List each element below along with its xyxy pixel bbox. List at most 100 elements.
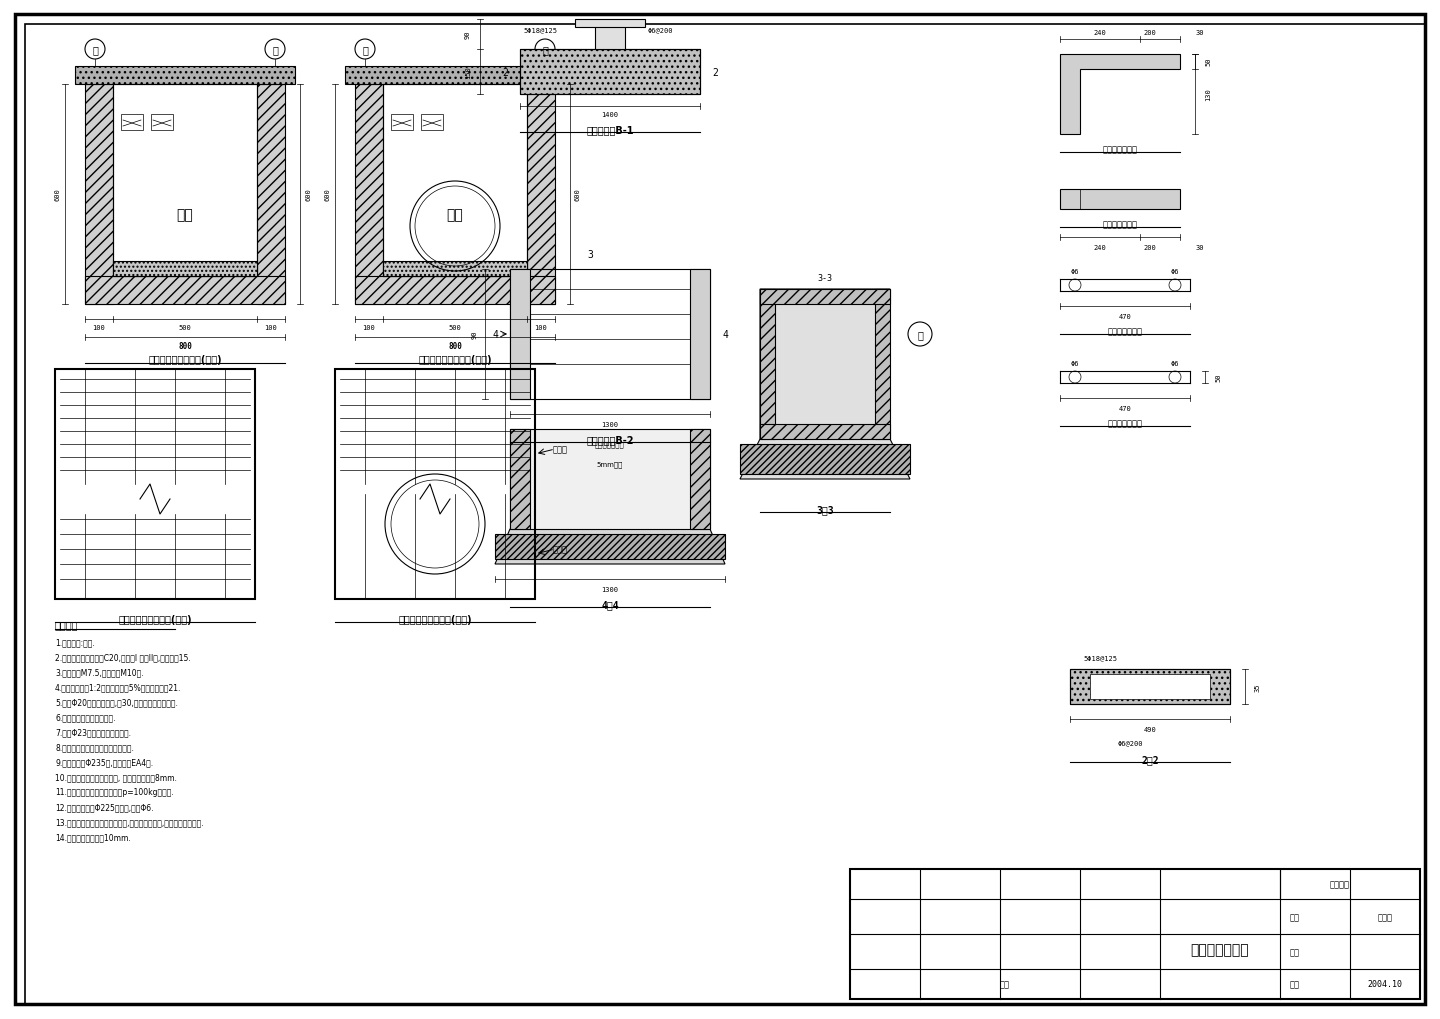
Bar	[775, 305, 876, 425]
Text: 盖板综合管沟断面图(污水): 盖板综合管沟断面图(污水)	[418, 355, 492, 365]
Text: ③: ③	[541, 45, 549, 55]
Text: 9.圆钢板采用Φ235钢,弯曲采用EA4型.: 9.圆钢板采用Φ235钢,弯曲采用EA4型.	[55, 758, 153, 766]
Text: 30: 30	[1195, 30, 1204, 36]
Bar	[575, 20, 645, 28]
Bar	[75, 67, 295, 85]
Bar	[383, 85, 527, 277]
Circle shape	[356, 40, 374, 60]
Text: 600: 600	[55, 189, 60, 201]
Text: 90: 90	[472, 330, 478, 339]
Text: 4: 4	[721, 330, 729, 339]
Text: 2－2: 2－2	[1140, 754, 1159, 764]
Bar	[690, 430, 710, 530]
Text: 2004.10: 2004.10	[1368, 979, 1403, 988]
Text: 600: 600	[575, 189, 580, 201]
Bar	[85, 85, 112, 305]
Bar	[510, 430, 710, 530]
Text: 盖板综合管沟平面图(污水): 盖板综合管沟平面图(污水)	[399, 614, 472, 625]
Text: ①: ①	[92, 45, 98, 55]
Text: 日期: 日期	[1290, 979, 1300, 988]
Text: 500: 500	[449, 325, 461, 331]
Text: ①: ①	[917, 330, 923, 339]
Text: 5.钢筋Φ20采用一段跨接,与30,短钢和其管管管垂直.: 5.钢筋Φ20采用一段跨接,与30,短钢和其管管管垂直.	[55, 698, 179, 707]
Circle shape	[265, 40, 285, 60]
Bar	[510, 430, 530, 530]
Bar	[760, 289, 890, 305]
Text: 水泥混凝土基层: 水泥混凝土基层	[595, 441, 625, 448]
Text: 3: 3	[588, 250, 593, 260]
Text: 100: 100	[534, 325, 547, 331]
Bar	[55, 370, 255, 599]
Bar	[346, 67, 564, 85]
Bar	[740, 444, 910, 475]
Text: 800: 800	[448, 341, 462, 351]
Bar	[510, 270, 710, 399]
Circle shape	[909, 323, 932, 346]
Text: 11.电缆支架的安装满足要求中p=100kg的能量.: 11.电缆支架的安装满足要求中p=100kg的能量.	[55, 788, 174, 797]
Bar	[356, 85, 383, 305]
Bar	[420, 115, 444, 130]
Text: Φ6: Φ6	[1171, 269, 1179, 275]
Text: 盖板综合管沟平面图(雨水): 盖板综合管沟平面图(雨水)	[118, 614, 192, 625]
Text: 综合管沟大样图: 综合管沟大样图	[1191, 943, 1250, 956]
Bar	[1070, 669, 1230, 704]
Text: 100: 100	[92, 325, 105, 331]
Bar	[495, 535, 724, 559]
Text: Φ6: Φ6	[1071, 269, 1079, 275]
Text: 5mm平板: 5mm平板	[596, 462, 624, 468]
Text: 钢制砼支架立面: 钢制砼支架立面	[1103, 146, 1138, 154]
Text: 200: 200	[1143, 245, 1156, 251]
Text: 2.盖板采用强度等级为C20,钢筋为I 级和II级,保护层为15.: 2.盖板采用强度等级为C20,钢筋为I 级和II级,保护层为15.	[55, 653, 190, 662]
Text: 图号: 图号	[1290, 948, 1300, 957]
Text: 6.电缆有需求安置在为一件.: 6.电缆有需求安置在为一件.	[55, 713, 115, 721]
Text: 4.砂管的使用用1:2水泥沙浆内抹5%防水剂防层为21.: 4.砂管的使用用1:2水泥沙浆内抹5%防水剂防层为21.	[55, 683, 181, 692]
Bar	[336, 370, 536, 599]
Text: 钢管管架平面图: 钢管管架平面图	[1107, 327, 1142, 336]
Bar	[520, 50, 700, 95]
Bar	[1060, 190, 1179, 210]
Text: 30: 30	[1195, 245, 1204, 251]
Text: 2: 2	[711, 67, 719, 77]
Text: 100: 100	[363, 325, 376, 331]
Text: 13.电缆支架在安装钢排架的位置,须满足管线安装,应参考原规格安装.: 13.电缆支架在安装钢排架的位置,须满足管线安装,应参考原规格安装.	[55, 817, 203, 826]
Bar	[690, 270, 710, 399]
Text: 普通型盖板B-1: 普通型盖板B-1	[586, 125, 634, 135]
Text: 盖板综合管沟断面图(雨水): 盖板综合管沟断面图(雨水)	[148, 355, 222, 365]
Text: 3－3: 3－3	[816, 504, 834, 515]
Text: ①: ①	[361, 45, 369, 55]
Text: 10.将采采用电缆用钢垫钢排, 钢缆厚度不少于8mm.: 10.将采采用电缆用钢垫钢排, 钢缆厚度不少于8mm.	[55, 772, 177, 782]
Text: 50: 50	[1205, 58, 1211, 66]
Text: 470: 470	[1119, 314, 1132, 320]
Bar	[760, 425, 890, 439]
Bar	[112, 262, 256, 277]
Text: 钢制砼支架平面: 钢制砼支架平面	[1103, 220, 1138, 229]
Text: 2: 2	[503, 67, 508, 77]
Text: 150: 150	[465, 66, 471, 78]
Bar	[1090, 675, 1210, 699]
Text: 14.电缆支架的保护层10mm.: 14.电缆支架的保护层10mm.	[55, 833, 131, 842]
Text: 检查口: 检查口	[553, 445, 567, 454]
Text: 污水: 污水	[446, 208, 464, 222]
Bar	[1070, 669, 1230, 704]
Bar	[850, 869, 1420, 999]
Bar	[151, 115, 173, 130]
Text: 1400: 1400	[602, 112, 619, 118]
Text: 240: 240	[1093, 30, 1106, 36]
Bar	[876, 289, 890, 439]
Circle shape	[85, 40, 105, 60]
Text: 设计说明: 设计说明	[55, 620, 79, 630]
Bar	[383, 262, 527, 277]
Text: 90: 90	[465, 31, 471, 39]
Bar	[112, 85, 256, 277]
Text: 200: 200	[1143, 30, 1156, 36]
Bar	[392, 115, 413, 130]
Bar	[510, 270, 530, 399]
Bar	[760, 289, 775, 439]
Text: 5Φ18@125: 5Φ18@125	[1083, 654, 1117, 660]
Text: 12.电缆支架采用Φ225扁平铁,钢端Φ6.: 12.电缆支架采用Φ225扁平铁,钢端Φ6.	[55, 803, 154, 812]
Text: 800: 800	[179, 341, 192, 351]
Text: 5Φ18@125: 5Φ18@125	[523, 26, 557, 33]
Bar	[527, 85, 554, 305]
Text: 3.砂浆采用M7.5,沙浆重量M10须.: 3.砂浆采用M7.5,沙浆重量M10须.	[55, 667, 144, 677]
Bar	[85, 277, 285, 305]
